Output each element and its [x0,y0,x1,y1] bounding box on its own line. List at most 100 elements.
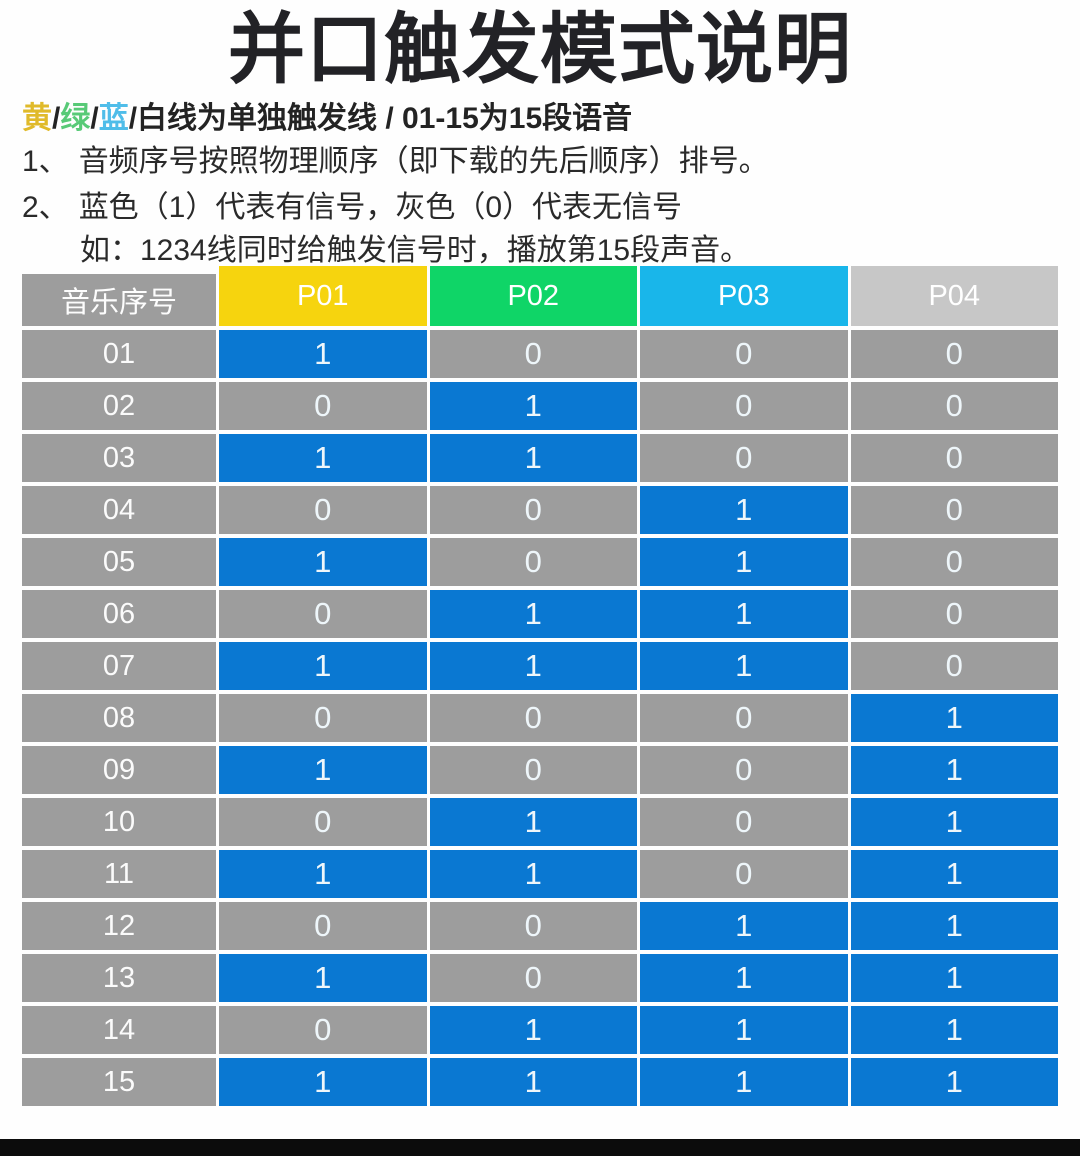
legend-part-5: / [128,102,138,135]
row-label-05: 05 [22,538,216,586]
table-cell-row05-p04: 0 [850,538,1058,586]
table-cell-row04-p01: 0 [219,486,427,534]
table-cell-row13-p02: 0 [429,954,637,1002]
trigger-table: 音乐序号 P01 P02 P03 P04 01 1 0 0 0 02 0 1 0 0 03 1 1 0 0 04 0 0 1… [22,266,1058,1106]
legend-part-2: 绿 [60,102,91,135]
note-2-text: 蓝色（1）代表有信号，灰色（0）代表无信号 [78,191,683,224]
table-cell-row11-p03: 0 [640,850,848,898]
table-cell-row06-p04: 0 [850,590,1058,638]
legend-part-4: 蓝 [98,102,129,135]
legend-part-1: / [52,102,61,135]
table-cell-row07-p03: 1 [640,642,848,690]
table-cell-row03-p01: 1 [219,434,427,482]
table-cell-row07-p01: 1 [219,642,427,690]
table-cell-row01-p02: 0 [429,330,637,378]
table-cell-row15-p04: 1 [850,1058,1058,1106]
table-cell-row09-p03: 0 [640,746,848,794]
table-cell-row04-p04: 0 [850,486,1058,534]
table-cell-row08-p02: 0 [429,694,637,742]
table-cell-row12-p01: 0 [219,902,427,950]
table-cell-row08-p01: 0 [219,694,427,742]
row-label-11: 11 [22,850,216,898]
table-cell-row03-p02: 1 [429,434,637,482]
note-2-number: 2、 [22,191,69,224]
note-example-text: 如：1234线同时给触发信号时，播放第15段声音。 [80,234,751,267]
table-cell-row09-p02: 0 [429,746,637,794]
row-label-15: 15 [22,1058,216,1106]
legend-part-0: 黄 [22,102,52,135]
table-cell-row15-p02: 1 [429,1058,637,1106]
row-label-08: 08 [22,694,216,742]
legend-part-6: 白线为单独触发线 / 01-15为15段语音 [137,102,633,135]
row-label-09: 09 [22,746,216,794]
table-cell-row06-p02: 1 [429,590,637,638]
table-cell-row14-p03: 1 [640,1006,848,1054]
table-cell-row03-p03: 0 [640,434,848,482]
table-cell-row07-p02: 1 [429,642,637,690]
table-cell-row14-p01: 0 [219,1006,427,1054]
table-cell-row02-p02: 1 [429,382,637,430]
table-cell-row01-p01: 1 [219,330,427,378]
row-label-07: 07 [22,642,216,690]
table-cell-row05-p02: 0 [429,538,637,586]
table-cell-row10-p02: 1 [429,798,637,846]
table-cell-row13-p01: 1 [219,954,427,1002]
table-cell-row04-p03: 1 [640,486,848,534]
row-label-03: 03 [22,434,216,482]
table-cell-row01-p03: 0 [640,330,848,378]
table-cell-row11-p01: 1 [219,850,427,898]
table-cell-row12-p03: 1 [640,902,848,950]
table-cell-row10-p03: 0 [640,798,848,846]
table-cell-row02-p01: 0 [219,382,427,430]
table-cell-row02-p03: 0 [640,382,848,430]
table-cell-row15-p01: 1 [219,1058,427,1106]
column-header-p02: P02 [429,266,637,326]
table-cell-row11-p04: 1 [850,850,1058,898]
table-cell-row12-p02: 0 [429,902,637,950]
note-1: 1、 音频序号按照物理顺序（即下载的先后顺序）排号。 [22,141,769,183]
table-cell-row02-p04: 0 [850,382,1058,430]
table-cell-row15-p03: 1 [640,1058,848,1106]
row-label-01: 01 [22,330,216,378]
bottom-bar [0,1139,1080,1156]
row-label-06: 06 [22,590,216,638]
table-cell-row05-p03: 1 [640,538,848,586]
table-cell-row03-p04: 0 [850,434,1058,482]
table-cell-row13-p04: 1 [850,954,1058,1002]
table-cell-row12-p04: 1 [850,902,1058,950]
table-cell-row08-p04: 1 [850,694,1058,742]
table-cell-row10-p01: 0 [219,798,427,846]
note-example: 如：1234线同时给触发信号时，播放第15段声音。 [22,230,750,272]
row-label-12: 12 [22,902,216,950]
table-cell-row06-p03: 1 [640,590,848,638]
table-cell-row09-p01: 1 [219,746,427,794]
table-cell-row08-p03: 0 [640,694,848,742]
table-cell-row10-p04: 1 [850,798,1058,846]
row-label-14: 14 [22,1006,216,1054]
table-cell-row07-p04: 0 [850,642,1058,690]
column-header-p04: P04 [850,266,1058,326]
row-label-13: 13 [22,954,216,1002]
table-cell-row14-p02: 1 [429,1006,637,1054]
note-2: 2、 蓝色（1）代表有信号，灰色（0）代表无信号 [22,187,682,229]
table-cell-row01-p04: 0 [850,330,1058,378]
row-label-04: 04 [22,486,216,534]
column-header-music-index: 音乐序号 [22,274,216,326]
legend-part-3: / [90,102,99,135]
column-header-p01: P01 [219,266,427,326]
table-cell-row13-p03: 1 [640,954,848,1002]
note-1-number: 1、 [22,145,69,178]
page-title: 并口触发模式说明 [228,7,852,93]
table-cell-row04-p02: 0 [429,486,637,534]
note-1-text: 音频序号按照物理顺序（即下载的先后顺序）排号。 [78,145,769,178]
column-header-p03: P03 [640,266,848,326]
row-label-02: 02 [22,382,216,430]
table-cell-row09-p04: 1 [850,746,1058,794]
row-label-10: 10 [22,798,216,846]
table-cell-row06-p01: 0 [219,590,427,638]
table-cell-row14-p04: 1 [850,1006,1058,1054]
legend-line: 黄/绿/蓝/白线为单独触发线 / 01-15为15段语音 [22,99,632,139]
table-cell-row11-p02: 1 [429,850,637,898]
table-cell-row05-p01: 1 [219,538,427,586]
